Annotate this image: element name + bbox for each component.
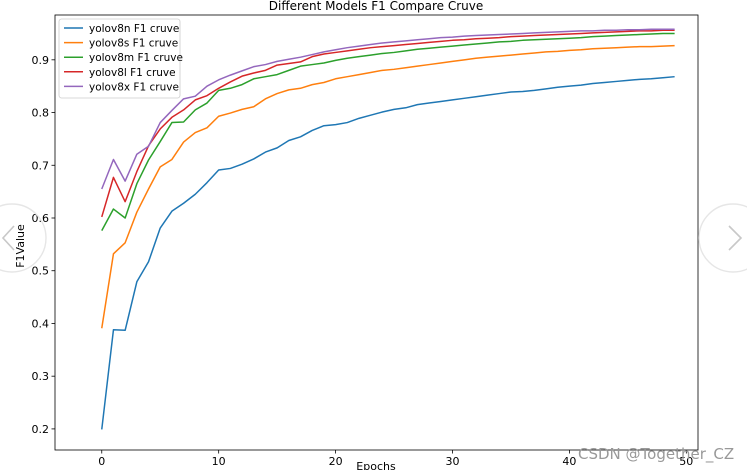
- plot-area: [101, 28, 675, 430]
- legend-entry: yolov8l F1 cruve: [89, 67, 176, 79]
- legend-entry: yolov8x F1 cruve: [89, 81, 179, 93]
- series-line-5: [101, 28, 675, 190]
- y-tick-label: 0.2: [32, 423, 50, 436]
- x-tick-label: 20: [329, 455, 343, 468]
- y-tick-label: 0.3: [32, 370, 50, 383]
- next-button-ring: [698, 203, 747, 273]
- legend: yolov8n F1 cruve yolov8s F1 cruve yolov8m …: [58, 18, 183, 99]
- x-tick-label: 50: [679, 455, 693, 468]
- watermark: CSDN @Together_CZ: [578, 445, 734, 464]
- y-tick-label: 0.7: [32, 159, 50, 172]
- legend-entry: yolov8m F1 cruve: [89, 52, 183, 64]
- x-tick-label: 30: [445, 455, 459, 468]
- next-slide-button[interactable]: [698, 203, 747, 273]
- prev-slide-button[interactable]: [0, 203, 47, 273]
- series-line-1: [101, 75, 675, 430]
- x-axis-label: Epochs: [356, 460, 396, 470]
- y-tick-label: 0.9: [32, 54, 50, 67]
- y-tick-label: 0.5: [32, 265, 50, 278]
- series-line-2: [101, 44, 675, 329]
- chevron-left-circle-icon: [1, 225, 15, 251]
- y-axis-label: F1Value: [14, 224, 27, 268]
- legend-entry: yolov8s F1 cruve: [89, 38, 178, 50]
- x-tick-label: 10: [212, 455, 226, 468]
- x-tick-label: 0: [98, 455, 105, 468]
- series-line-4: [101, 29, 675, 218]
- series-line-3: [101, 32, 675, 232]
- legend-entry: yolov8n F1 cruve: [89, 23, 179, 35]
- y-tick-label: 0.8: [32, 107, 50, 120]
- legend-box: [58, 18, 181, 99]
- axes-frame: [54, 14, 699, 451]
- y-tick-label: 0.4: [32, 317, 50, 330]
- x-tick-label: 40: [562, 455, 576, 468]
- chevron-right-circle-icon: [728, 225, 743, 251]
- chart-title: Different Models F1 Compare Cruve: [269, 0, 484, 13]
- prev-button-ring: [0, 203, 47, 273]
